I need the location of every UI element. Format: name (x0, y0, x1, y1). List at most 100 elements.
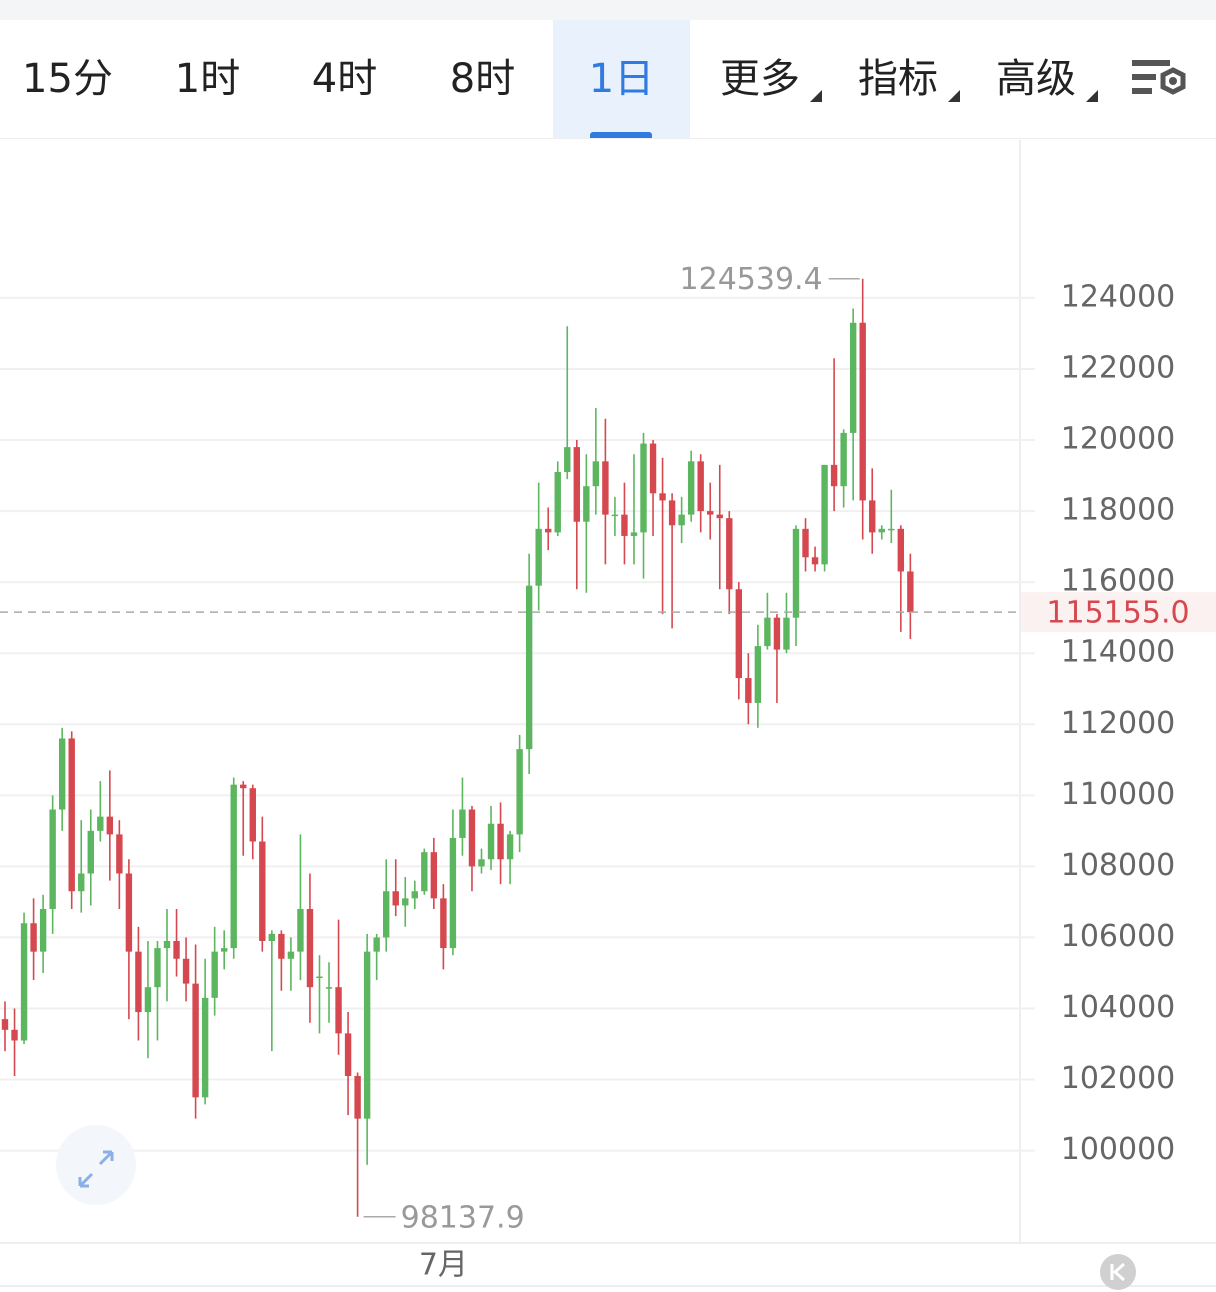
candle-body (907, 571, 914, 613)
candle-body (630, 532, 638, 536)
candle-body (354, 1076, 361, 1119)
candle-body (506, 834, 514, 860)
candle-body (383, 891, 390, 938)
y-tick-label: 118000 (1061, 493, 1176, 528)
candle-body (402, 898, 409, 906)
candle-body (687, 461, 695, 515)
candle-body (707, 511, 714, 515)
candle-body (30, 923, 37, 952)
candle-body (163, 940, 171, 949)
candle-body (668, 500, 676, 526)
candle-body (783, 617, 790, 650)
y-tick-label: 122000 (1061, 350, 1176, 385)
tab[interactable]: 8时 (449, 56, 516, 102)
candle-body (449, 837, 457, 949)
candle-body (230, 784, 237, 949)
candle-body (11, 1029, 18, 1041)
candle-body (849, 322, 857, 433)
x-tick-label: 7月 (419, 1248, 468, 1283)
candle-body (220, 948, 228, 952)
y-tick-label: 114000 (1061, 635, 1176, 670)
y-tick-label: 110000 (1061, 777, 1176, 812)
candle-body (58, 738, 66, 810)
candle-body (611, 514, 619, 517)
candle-body (792, 528, 800, 618)
settings-icon[interactable] (1130, 56, 1190, 106)
expand-button[interactable] (56, 1125, 136, 1205)
y-tick-label: 112000 (1061, 706, 1176, 741)
candle-body (363, 951, 371, 1119)
reset-button[interactable] (1100, 1254, 1136, 1290)
candle-body (125, 873, 133, 952)
tab-dropdown[interactable]: 指标 (858, 56, 938, 102)
candle-body (135, 951, 142, 1013)
candle-body (821, 464, 828, 565)
candle-body (754, 646, 762, 703)
candle-body (764, 617, 771, 647)
tab[interactable]: 4时 (311, 56, 378, 102)
candle-body (897, 528, 905, 572)
tab-dropdown[interactable]: 更多 (720, 56, 800, 102)
y-tick-label: 102000 (1061, 1061, 1176, 1096)
candle-body (878, 528, 885, 533)
candle-body (859, 322, 866, 501)
candle-body (287, 951, 295, 959)
tab-active[interactable]: 1日 (553, 20, 690, 138)
candle-body (335, 987, 342, 1034)
dropdown-arrow (810, 90, 822, 102)
candle-body (545, 528, 552, 533)
candle-body (554, 471, 561, 533)
candle-body (268, 933, 276, 941)
toolbar: 15分 1时 4时 8时 1日 更多 指标 高级 (0, 20, 1216, 139)
candle-body (325, 987, 333, 989)
last-price-box (1021, 592, 1216, 633)
candle-body (602, 461, 609, 515)
candle-body (726, 518, 733, 590)
candle-body (640, 443, 647, 533)
candle-body (392, 891, 399, 906)
candle-body (78, 873, 85, 892)
candle-body (459, 809, 466, 838)
candle-body (87, 830, 94, 874)
candle-body (421, 852, 428, 892)
tab-dropdown[interactable]: 高级 (996, 56, 1076, 102)
candle-body (259, 841, 266, 941)
candle-body (316, 976, 323, 979)
candle-body (192, 983, 199, 1098)
candle-body (211, 951, 218, 998)
candle-body (811, 557, 819, 565)
y-tick-label: 108000 (1061, 848, 1176, 883)
candle-body (68, 738, 75, 892)
candle-body (39, 909, 47, 952)
candle-body (297, 909, 304, 952)
candle-body (773, 617, 781, 650)
candle-body (411, 891, 418, 899)
candle-body (745, 678, 752, 703)
status-band (0, 0, 1216, 20)
candle-body (678, 514, 685, 526)
candle-body (564, 447, 571, 472)
candle-body (440, 898, 447, 949)
candle-body (497, 823, 504, 860)
expand-icon (78, 1150, 114, 1188)
candle-body (535, 528, 542, 586)
tab[interactable]: 15分 (22, 56, 113, 102)
candle-body (278, 933, 285, 959)
candle-body (20, 923, 28, 1041)
candle-body (49, 809, 56, 910)
candle-body (106, 816, 114, 835)
candle-body (735, 589, 743, 679)
max-label: 124539.4 (680, 262, 823, 297)
candle-body (592, 461, 600, 487)
candle-body (154, 948, 161, 988)
candle-body (182, 958, 190, 984)
tab[interactable]: 1时 (174, 56, 241, 102)
candle-body (697, 461, 704, 512)
candle-body (621, 514, 628, 536)
y-tick-label: 100000 (1061, 1132, 1176, 1167)
candle-body (144, 987, 152, 1013)
candle-body (468, 809, 476, 867)
candle-body (97, 816, 104, 831)
